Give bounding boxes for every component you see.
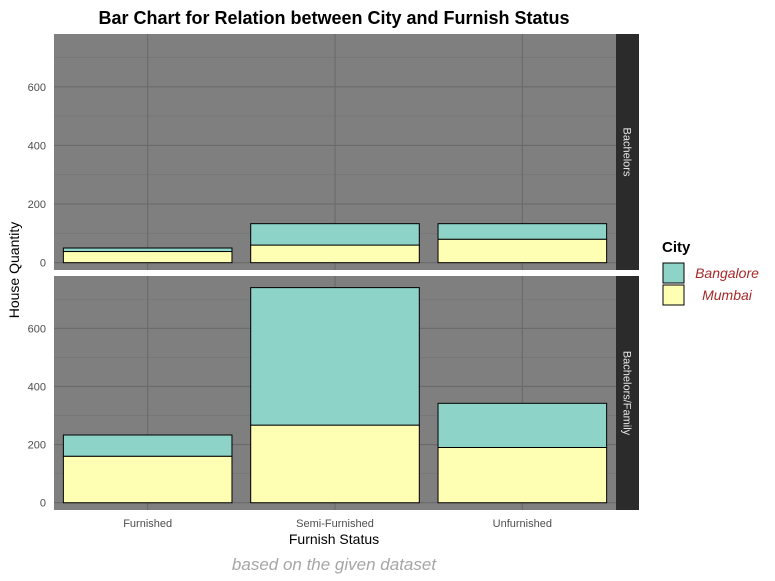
- bar-mumbai: [250, 424, 420, 504]
- facet-panels: 0 200 400 600 Bachelors 0 200 400 600 Bachelors/F…: [28, 34, 639, 510]
- x-tick-label: Unfurnished: [493, 518, 552, 530]
- caption: based on the given dataset: [232, 555, 437, 574]
- x-tick-label: Semi-Furnished: [296, 518, 374, 530]
- facet-strip: [616, 276, 639, 510]
- legend: City Bangalore Mumbai: [662, 239, 759, 306]
- bar-bangalore: [437, 402, 608, 449]
- legend-label: Mumbai: [702, 287, 753, 303]
- bar-mumbai: [437, 238, 608, 264]
- chart-title: Bar Chart for Relation between City and …: [98, 8, 569, 28]
- x-tick-label: Furnished: [123, 518, 172, 530]
- bar-mumbai: [62, 455, 233, 504]
- legend-key-bangalore: [662, 262, 685, 284]
- bar-mumbai: [437, 447, 608, 504]
- bar-bangalore: [437, 223, 608, 240]
- y-tick-label: 400: [28, 140, 46, 152]
- bar-bangalore: [62, 434, 233, 457]
- y-tick-label: 200: [28, 440, 46, 452]
- y-tick-label: 0: [40, 498, 46, 510]
- bar-bangalore: [250, 287, 420, 426]
- y-axis-title: House Quantity: [6, 222, 22, 319]
- x-axis-tick-labels: Furnished Semi-Furnished Unfurnished: [123, 518, 552, 530]
- bar-bangalore: [62, 247, 233, 253]
- y-tick-label: 600: [28, 82, 46, 94]
- facet-strip-label: Bachelors: [621, 128, 633, 177]
- facet-strip-label: Bachelors/Family: [621, 351, 633, 436]
- x-axis-title: Furnish Status: [289, 531, 379, 547]
- y-tick-label: 200: [28, 199, 46, 211]
- y-tick-label: 0: [40, 258, 46, 270]
- bar-mumbai: [62, 251, 233, 264]
- y-tick-label: 400: [28, 381, 46, 393]
- legend-label: Bangalore: [695, 265, 759, 281]
- facet-strip: [616, 34, 639, 270]
- bar-bangalore: [250, 223, 420, 246]
- facet-panel: 0 200 400 600 Bachelors: [28, 34, 639, 270]
- legend-title: City: [662, 239, 691, 256]
- y-tick-label: 600: [28, 323, 46, 335]
- legend-key-mumbai: [662, 284, 685, 306]
- bar-mumbai: [250, 244, 420, 264]
- facet-panel: 0 200 400 600 Bachelors/Family: [28, 276, 639, 510]
